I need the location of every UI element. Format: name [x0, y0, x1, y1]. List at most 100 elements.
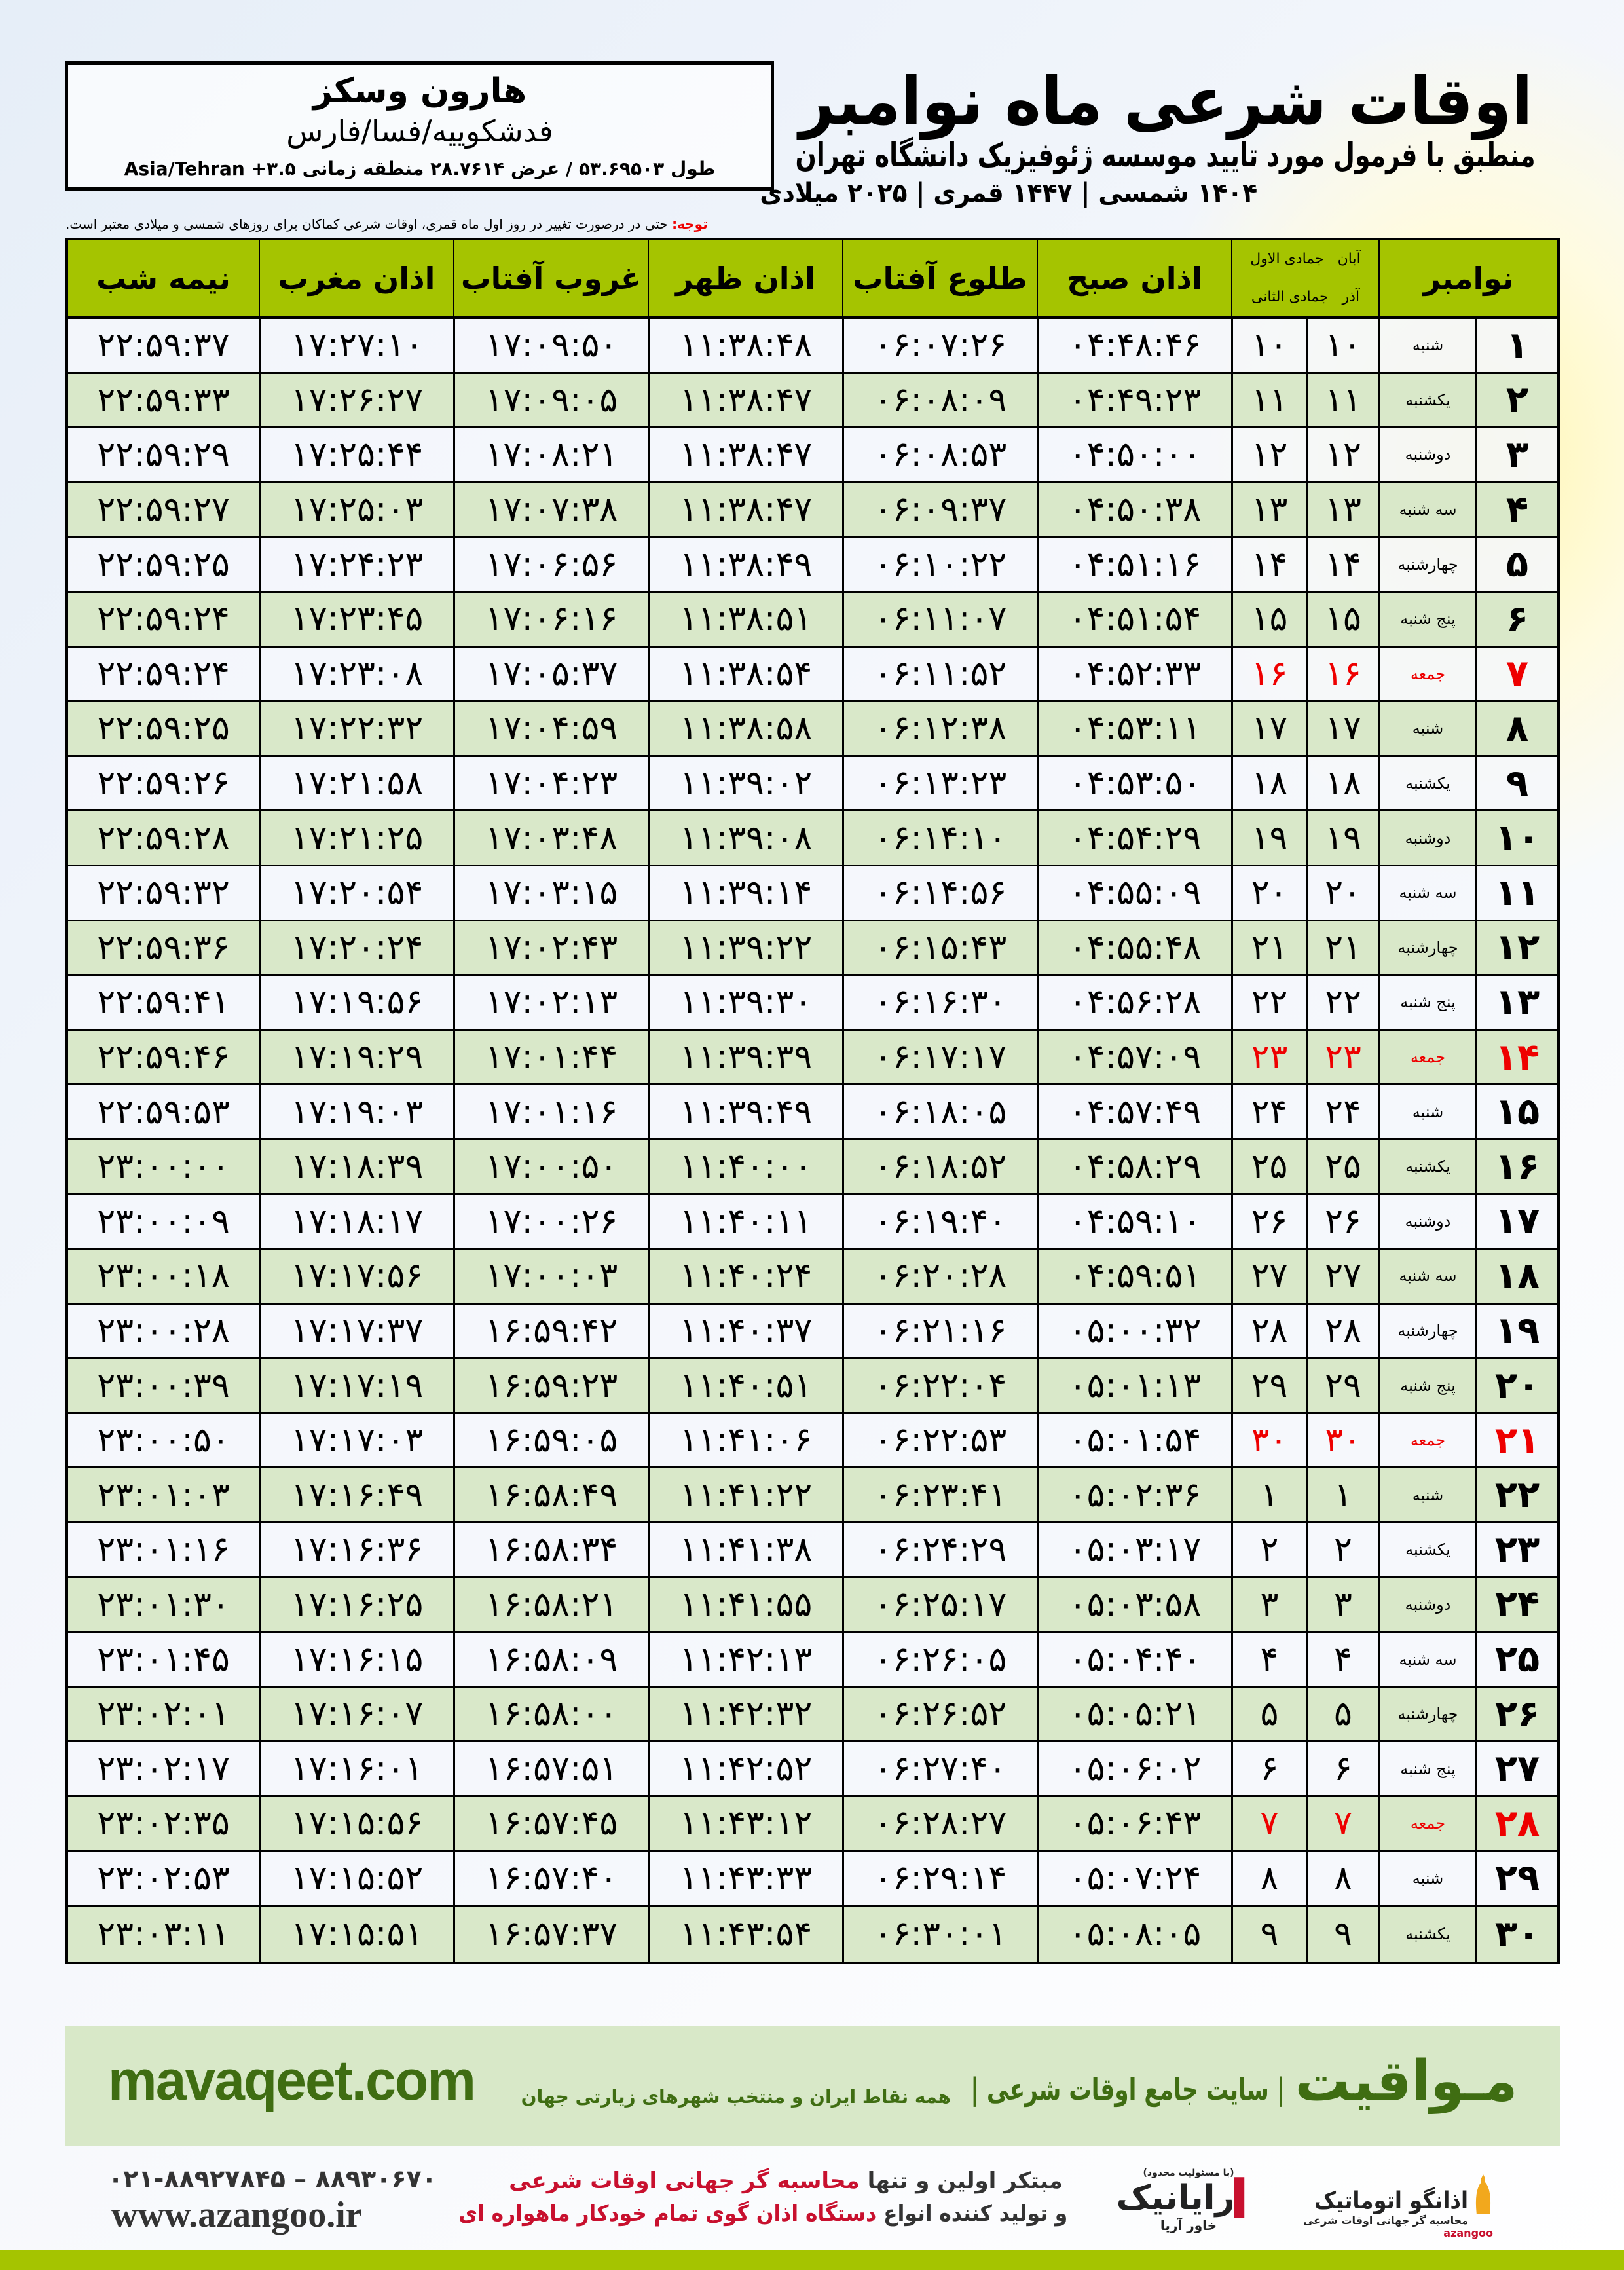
location-box: هارون وسکز فدشکوییه/فسا/فارس طول ۵۳.۶۹۵۰…: [65, 61, 774, 191]
sunrise-time-cell: ۰۶:۲۲:۰۴: [842, 1359, 1037, 1412]
sunset-time: ۱۷:۰۵:۳۷: [485, 654, 618, 694]
fajr-time: ۰۴:۵۵:۴۸: [1068, 927, 1202, 967]
day-number: ۲۷: [1494, 1747, 1540, 1791]
day-number-cell: ۷: [1475, 647, 1557, 701]
weekday-cell: جمعه: [1378, 1413, 1475, 1467]
sunset-time-cell: ۱۷:۰۰:۵۰: [453, 1140, 648, 1193]
lunar-date: ۱۳: [1251, 490, 1288, 530]
phone-numbers: ۰۲۱-۸۸۹۲۷۸۴۵ – ۸۸۹۳۰۶۷۰: [108, 2165, 437, 2193]
lunar-date-cell: ۲۹: [1231, 1359, 1306, 1412]
day-number: ۱۰: [1494, 817, 1540, 860]
mavaqeet-url[interactable]: mavaqeet.com: [108, 2049, 476, 2112]
maghrib-time-cell: ۱۷:۲۱:۵۸: [259, 756, 453, 810]
day-number-cell: ۵: [1475, 538, 1557, 591]
maghrib-time: ۱۷:۱۶:۰۷: [290, 1694, 424, 1734]
fajr-time: ۰۴:۵۷:۴۹: [1068, 1092, 1202, 1132]
day-number: ۷: [1505, 652, 1529, 696]
lunar-date-cell: ۲۳: [1231, 1030, 1306, 1084]
fajr-time: ۰۵:۰۵:۲۱: [1068, 1694, 1202, 1734]
weekday: چهارشنبه: [1397, 1705, 1458, 1724]
fajr-time-cell: ۰۴:۵۷:۰۹: [1037, 1030, 1231, 1084]
promo-line2: و تولید کننده انواع: [876, 2201, 1068, 2227]
day-number: ۲۲: [1494, 1474, 1540, 1517]
header-dates: آبان جمادی الاول آذر جمادی الثانی: [1231, 240, 1378, 316]
sunrise-time-cell: ۰۶:۱۶:۳۰: [842, 976, 1037, 1029]
midnight-time: ۲۳:۰۲:۰۱: [97, 1694, 230, 1734]
solar-date-cell: ۱: [1306, 1468, 1378, 1522]
day-number-cell: ۲۸: [1475, 1797, 1557, 1850]
header-lunar-bottom: جمادی الثانی: [1251, 288, 1329, 305]
sunset-time: ۱۶:۵۷:۴۰: [485, 1858, 618, 1898]
lunar-date-cell: ۱۴: [1231, 538, 1306, 591]
rayanik-note: (با مسئولیت محدود): [1143, 2168, 1234, 2178]
midnight-time-cell: ۲۳:۰۰:۵۰: [68, 1414, 259, 1467]
weekday-cell: سه شنبه: [1378, 1633, 1475, 1686]
lunar-date-cell: ۲۱: [1231, 921, 1306, 975]
sunset-time-cell: ۱۶:۵۷:۴۰: [453, 1851, 648, 1905]
solar-date-cell: ۳۰: [1306, 1413, 1378, 1467]
sunrise-time-cell: ۰۶:۲۹:۱۴: [842, 1851, 1037, 1905]
sunrise-time: ۰۶:۱۹:۴۰: [874, 1201, 1007, 1241]
fajr-time-cell: ۰۵:۰۵:۲۱: [1037, 1687, 1231, 1741]
day-number: ۱۷: [1494, 1200, 1540, 1243]
day-number-cell: ۱۴: [1475, 1030, 1557, 1084]
dhuhr-time: ۱۱:۴۰:۱۱: [679, 1201, 813, 1241]
dhuhr-time-cell: ۱۱:۳۹:۴۹: [648, 1085, 842, 1138]
sunrise-time: ۰۶:۲۱:۱۶: [874, 1311, 1007, 1350]
solar-date: ۳: [1334, 1584, 1352, 1624]
day-number: ۱۶: [1494, 1145, 1540, 1188]
sunrise-time: ۰۶:۲۹:۱۴: [874, 1858, 1007, 1898]
midnight-time-cell: ۲۳:۰۰:۱۸: [68, 1250, 259, 1303]
lunar-date: ۱۵: [1251, 599, 1288, 639]
dhuhr-time-cell: ۱۱:۳۹:۰۲: [648, 756, 842, 810]
lunar-date-cell: ۱۷: [1231, 702, 1306, 755]
fajr-time-cell: ۰۵:۰۴:۴۰: [1037, 1633, 1231, 1686]
midnight-time: ۲۲:۵۹:۲۵: [97, 709, 230, 749]
dhuhr-time: ۱۱:۴۰:۲۴: [679, 1256, 813, 1296]
midnight-time: ۲۲:۵۹:۲۴: [97, 599, 230, 639]
sunrise-time-cell: ۰۶:۲۶:۰۵: [842, 1633, 1037, 1686]
midnight-time-cell: ۲۳:۰۲:۵۳: [68, 1852, 259, 1905]
rayanik-sub: خاور آریا: [1160, 2218, 1217, 2233]
weekday-cell: جمعه: [1378, 1797, 1475, 1850]
dhuhr-time-cell: ۱۱:۳۹:۱۴: [648, 866, 842, 920]
weekday: دوشنبه: [1405, 1212, 1451, 1231]
dhuhr-time-cell: ۱۱:۴۲:۱۳: [648, 1633, 842, 1686]
day-number-cell: ۲۶: [1475, 1687, 1557, 1741]
sunrise-time: ۰۶:۱۷:۱۷: [874, 1037, 1007, 1077]
dhuhr-time: ۱۱:۴۱:۳۸: [679, 1530, 813, 1570]
location-place: فدشکوییه/فسا/فارس: [286, 113, 553, 149]
sunrise-time: ۰۶:۱۶:۳۰: [874, 982, 1007, 1022]
table-row: ۲۵ سه شنبه ۴ ۴ ۰۵:۰۴:۴۰ ۰۶:۲۶:۰۵ ۱۱:۴۲:۱۳ ۱۶:۵۸…: [68, 1633, 1557, 1688]
fajr-time-cell: ۰۵:۰۶:۰۲: [1037, 1742, 1231, 1796]
header-maghrib: اذان مغرب: [278, 260, 435, 296]
midnight-time: ۲۳:۰۲:۱۷: [97, 1749, 230, 1789]
header-midnight-cell: نیمه شب: [68, 240, 259, 316]
azangoo-website[interactable]: www.azangoo.ir: [111, 2195, 362, 2235]
dhuhr-time-cell: ۱۱:۴۱:۵۵: [648, 1578, 842, 1631]
day-number-cell: ۱۵: [1475, 1085, 1557, 1138]
promo-line1-highlight: محاسبه گر جهانی اوقات شرعی: [509, 2168, 860, 2194]
sunrise-time-cell: ۰۶:۱۱:۵۲: [842, 647, 1037, 701]
header-fajr: اذان صبح: [1067, 260, 1202, 296]
solar-date: ۱۱: [1325, 380, 1361, 420]
sunrise-time: ۰۶:۲۳:۴۱: [874, 1475, 1007, 1515]
maghrib-time: ۱۷:۱۵:۵۶: [290, 1804, 424, 1844]
midnight-time-cell: ۲۲:۵۹:۲۷: [68, 483, 259, 536]
lunar-date: ۸: [1260, 1858, 1279, 1898]
maghrib-time: ۱۷:۲۵:۰۳: [290, 490, 424, 530]
weekday-cell: شنبه: [1378, 702, 1475, 755]
lunar-date-cell: ۴: [1231, 1633, 1306, 1686]
fajr-time-cell: ۰۵:۰۱:۱۳: [1037, 1359, 1231, 1412]
day-number-cell: ۸: [1475, 702, 1557, 755]
header-sunrise-cell: طلوع آفتاب: [842, 240, 1037, 316]
sunset-time-cell: ۱۷:۰۰:۰۳: [453, 1250, 648, 1303]
table-row: ۶ پنج شنبه ۱۵ ۱۵ ۰۴:۵۱:۵۴ ۰۶:۱۱:۰۷ ۱۱:۳۸:۵۱ ۱۷:…: [68, 592, 1557, 648]
midnight-time: ۲۲:۵۹:۲۷: [97, 490, 230, 530]
sunrise-time-cell: ۰۶:۱۹:۴۰: [842, 1195, 1037, 1248]
day-number: ۱۲: [1494, 926, 1540, 969]
sunrise-time: ۰۶:۲۶:۰۵: [874, 1639, 1007, 1679]
weekday: پنج شنبه: [1400, 993, 1456, 1012]
mavaqeet-tagline: | سایت جامع اوقات شرعی |: [970, 2072, 1285, 2107]
maghrib-time: ۱۷:۱۹:۵۶: [290, 982, 424, 1022]
